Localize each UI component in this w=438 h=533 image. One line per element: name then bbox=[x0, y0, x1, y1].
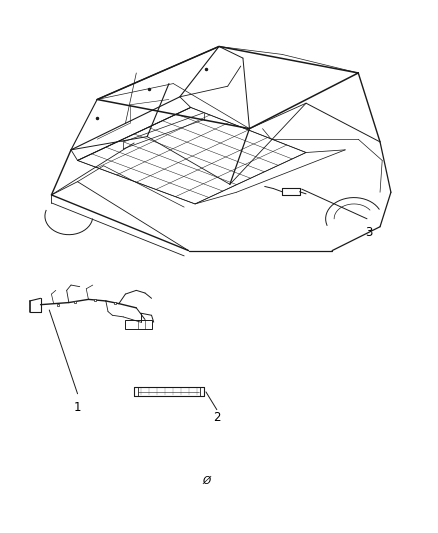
Text: 3: 3 bbox=[365, 225, 373, 239]
Text: 1: 1 bbox=[74, 400, 81, 414]
Text: 2: 2 bbox=[213, 411, 221, 424]
Text: Ø: Ø bbox=[202, 477, 210, 486]
Bar bbox=[125, 319, 152, 329]
